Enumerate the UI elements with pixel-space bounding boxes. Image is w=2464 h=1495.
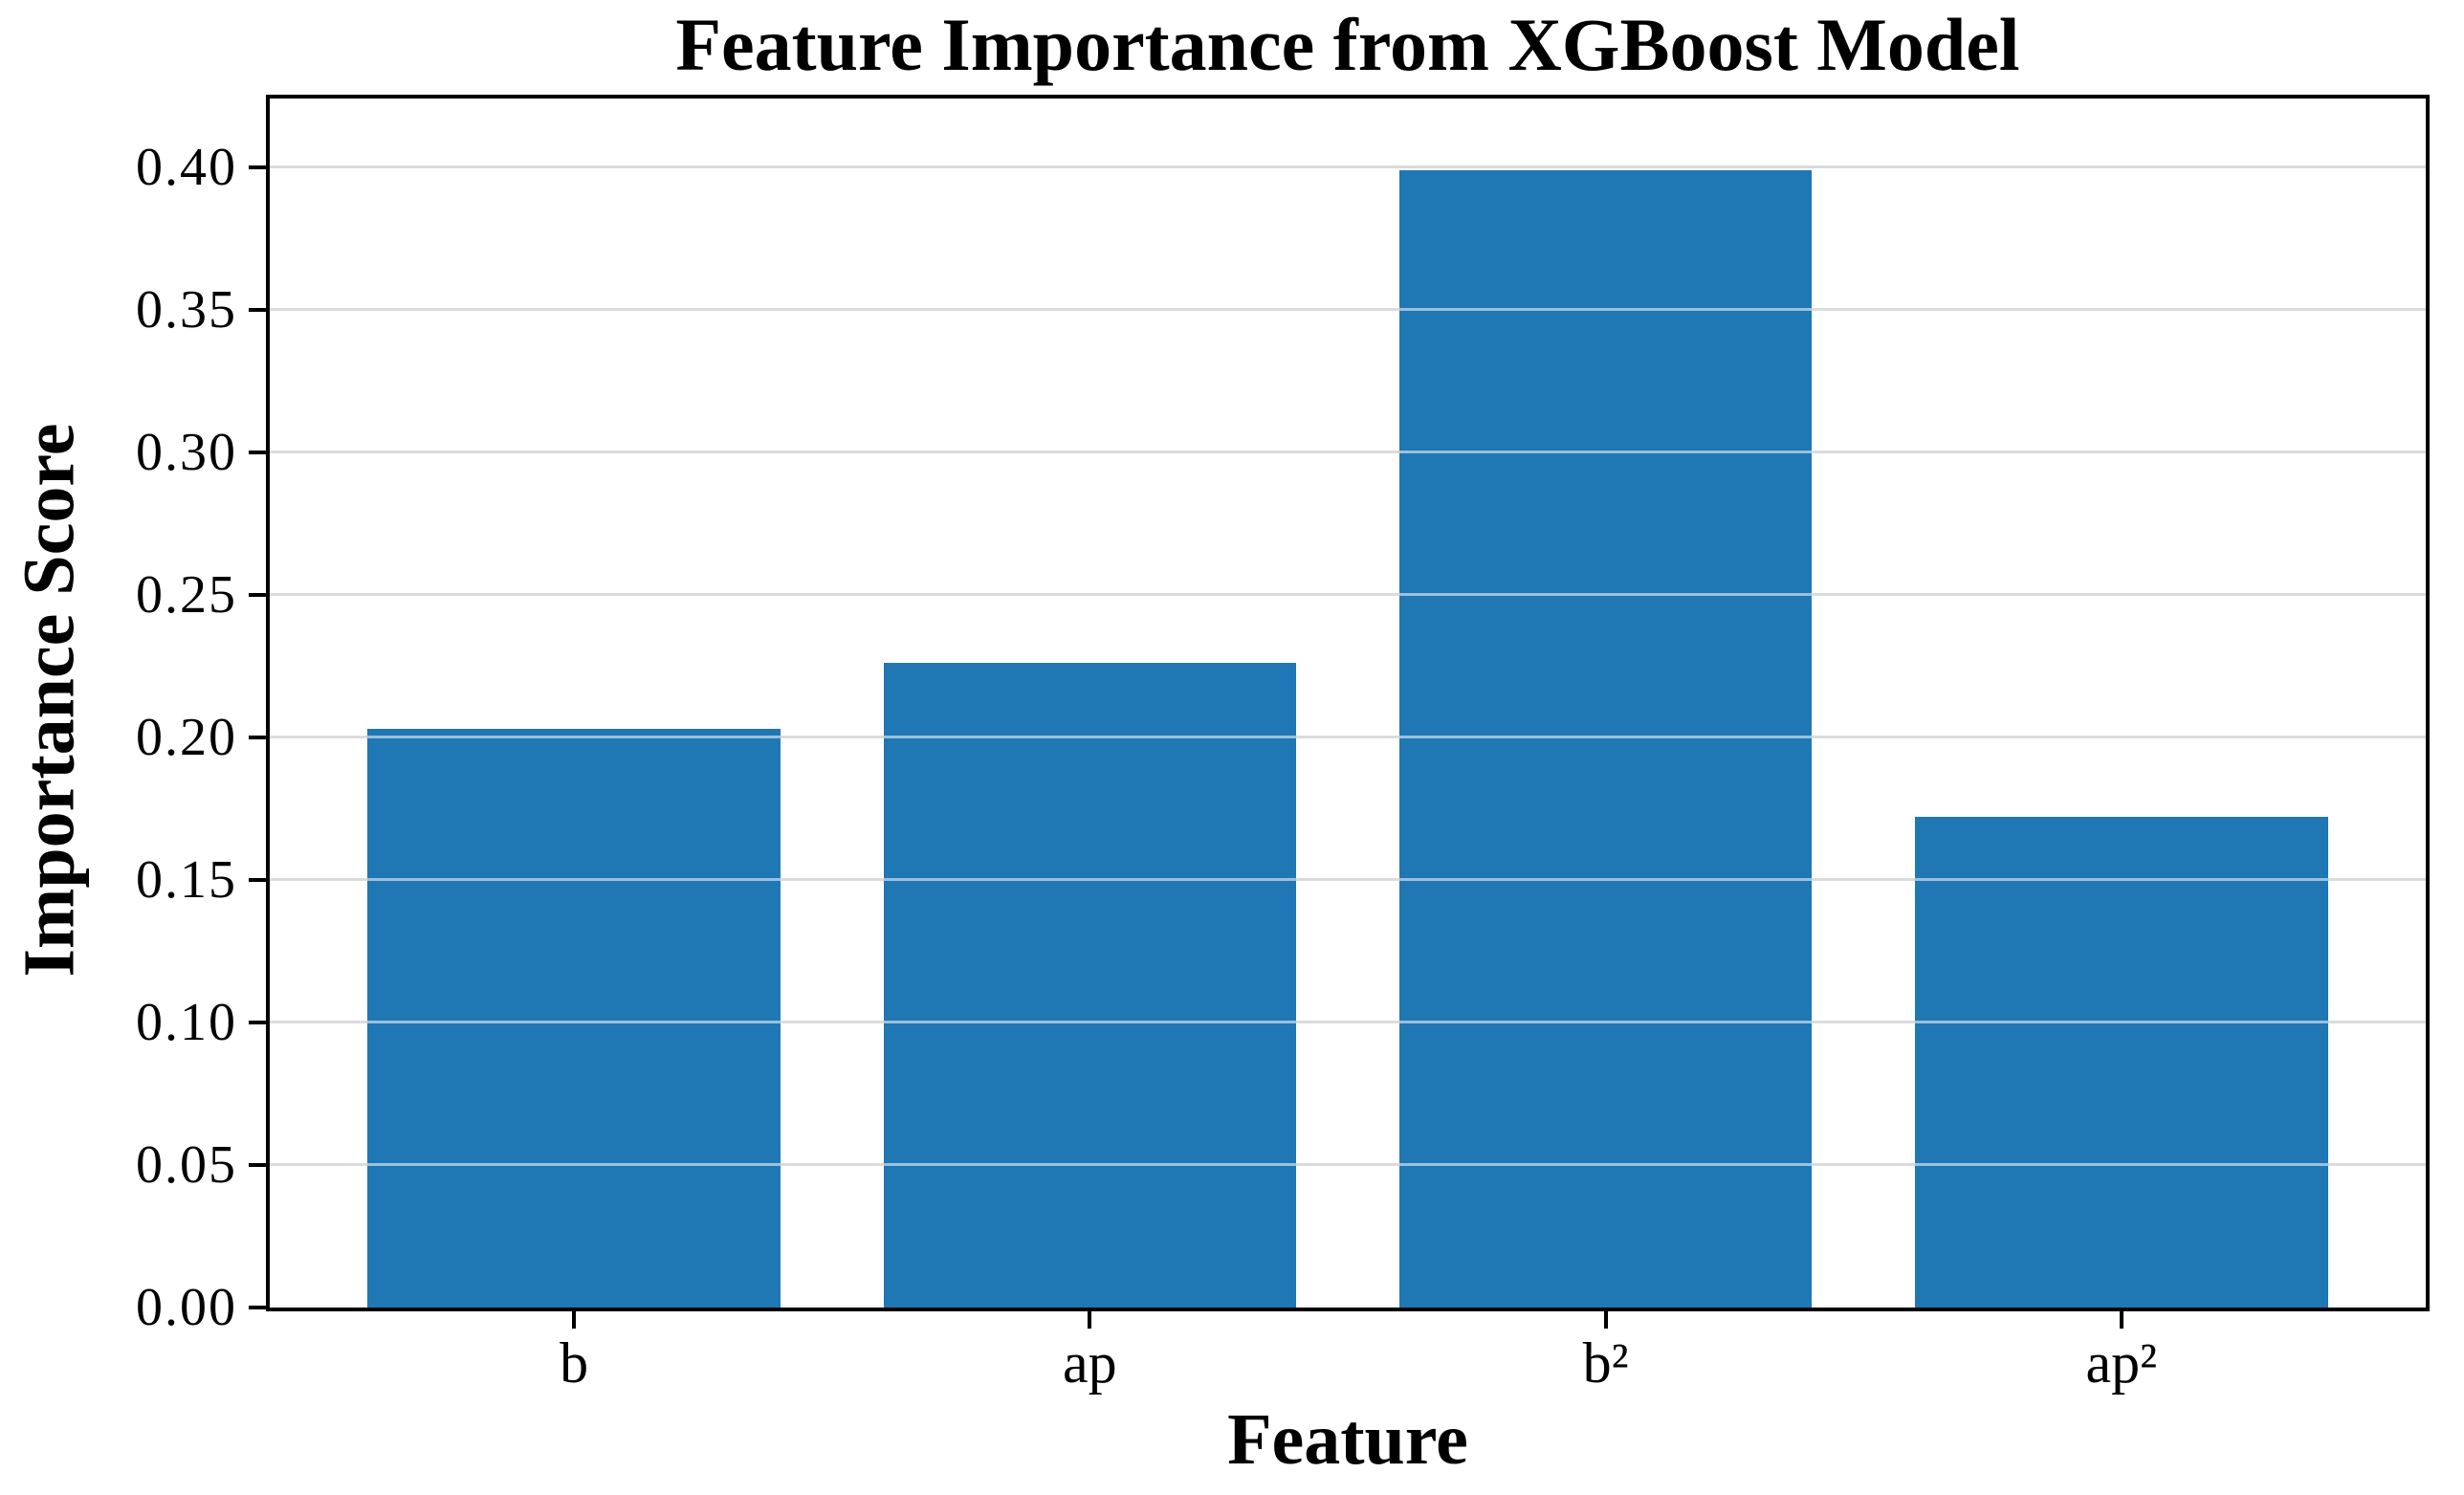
x-tick-mark bbox=[1603, 1311, 1608, 1329]
bar-b bbox=[367, 728, 781, 1308]
x-tick-mark bbox=[2119, 1311, 2123, 1329]
gridline-highlight bbox=[270, 165, 2426, 168]
gridline-highlight bbox=[270, 592, 2426, 596]
bar-ap2 bbox=[1915, 817, 2328, 1308]
y-tick-mark bbox=[249, 450, 266, 454]
y-tick-label: 0.25 bbox=[136, 564, 237, 625]
y-tick-label: 0.05 bbox=[136, 1134, 237, 1195]
y-tick-mark bbox=[249, 1162, 266, 1167]
y-tick-mark bbox=[249, 592, 266, 597]
bar-ap bbox=[883, 663, 1297, 1308]
y-tick-label: 0.35 bbox=[136, 279, 237, 340]
y-tick-mark bbox=[249, 877, 266, 882]
y-axis-label: Importance Score bbox=[9, 423, 90, 978]
gridline-highlight bbox=[270, 1020, 2426, 1023]
y-tick-mark bbox=[249, 307, 266, 312]
y-tick-mark bbox=[249, 1020, 266, 1024]
x-tick-label: b² bbox=[1582, 1331, 1629, 1395]
y-tick-label: 0.10 bbox=[136, 992, 237, 1052]
y-tick-label: 0.20 bbox=[136, 707, 237, 767]
x-tick-label: ap² bbox=[2085, 1331, 2158, 1395]
y-tick-label: 0.40 bbox=[136, 137, 237, 197]
bar-b2 bbox=[1398, 169, 1813, 1308]
y-tick-label: 0.00 bbox=[136, 1278, 237, 1337]
y-tick-mark bbox=[249, 1306, 266, 1309]
x-tick-label: ap bbox=[1063, 1331, 1117, 1395]
chart-title: Feature Importance from XGBoost Model bbox=[675, 3, 2020, 86]
x-tick-label: b bbox=[560, 1331, 589, 1395]
gridline-highlight bbox=[270, 307, 2426, 311]
gridline-highlight bbox=[270, 735, 2426, 738]
y-tick-mark bbox=[249, 735, 266, 739]
plot-area: 0.00 0.05 0.10 0.15 0.20 0.25 0.30 0.35 0.40 b ap… bbox=[136, 95, 2430, 1392]
gridline-highlight bbox=[270, 450, 2426, 453]
y-tick-mark bbox=[249, 165, 266, 169]
x-tick-mark bbox=[1088, 1311, 1092, 1329]
y-tick-label: 0.30 bbox=[136, 422, 237, 482]
y-tick-label: 0.15 bbox=[136, 849, 237, 910]
gridline-highlight bbox=[270, 1162, 2426, 1166]
gridline-highlight bbox=[270, 877, 2426, 881]
x-axis-label: Feature bbox=[1227, 1399, 1468, 1480]
x-tick-mark bbox=[572, 1311, 577, 1329]
